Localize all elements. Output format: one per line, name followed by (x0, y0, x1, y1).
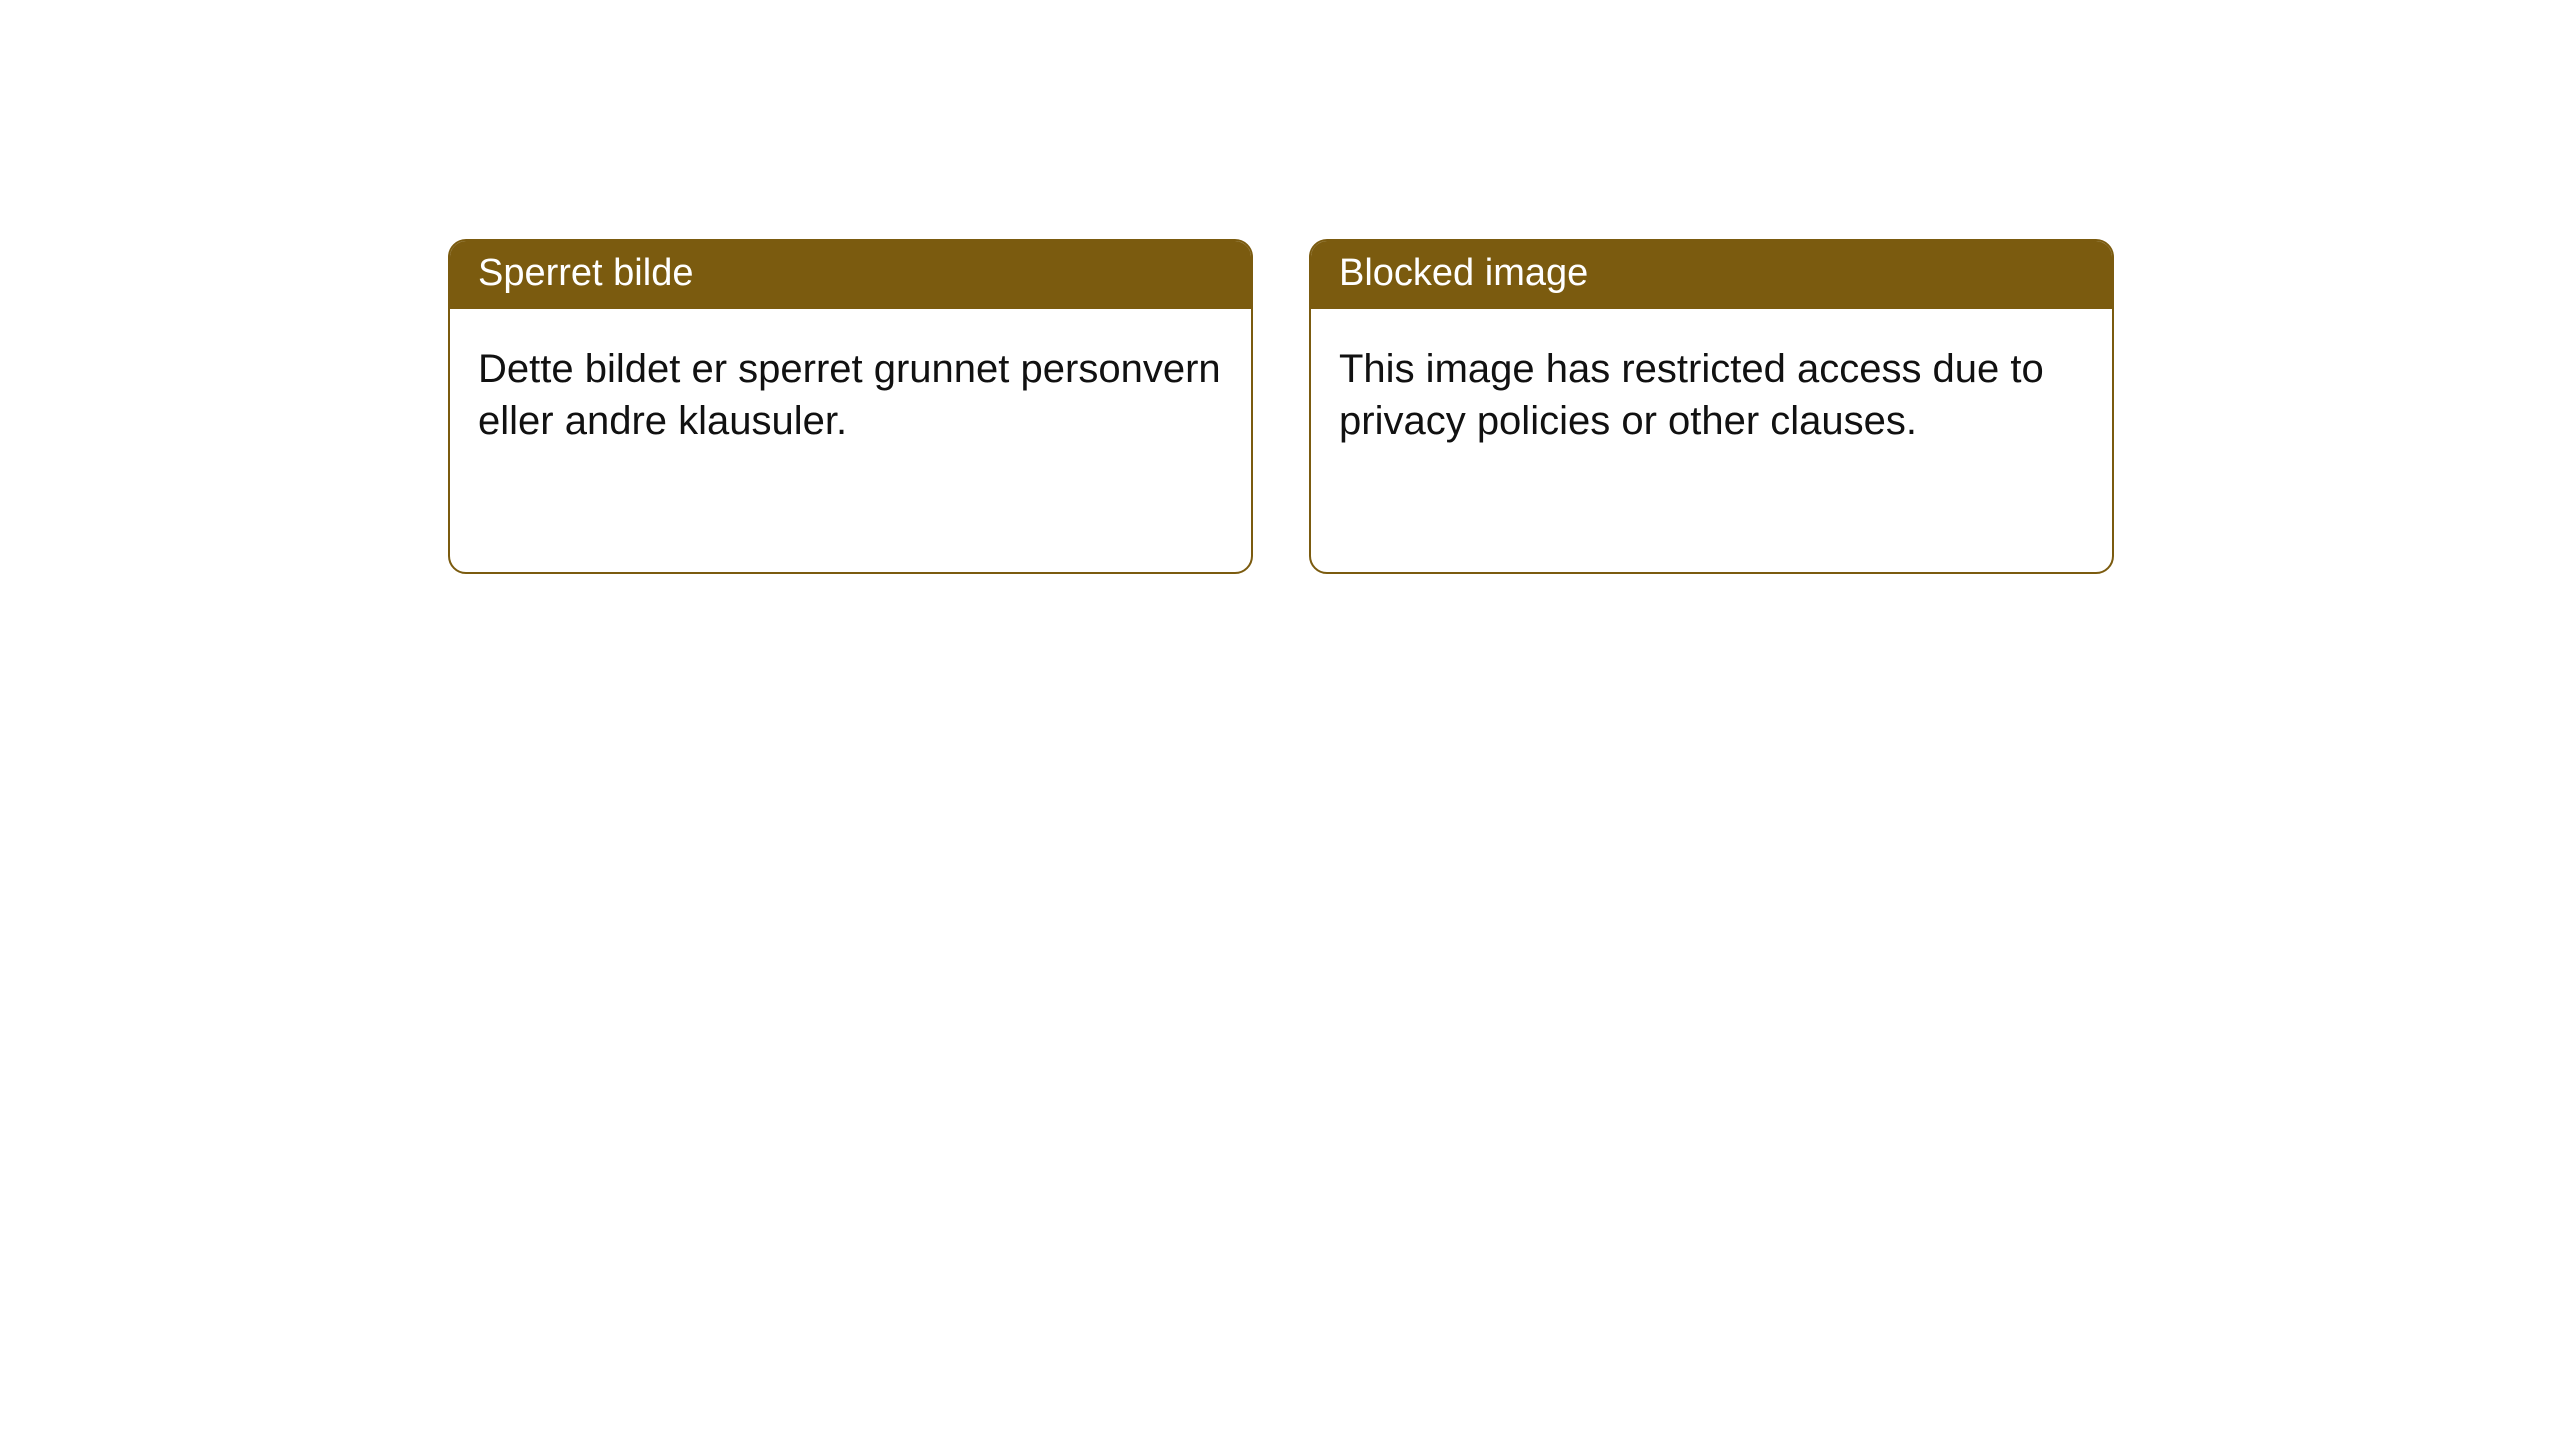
card-body: This image has restricted access due to … (1311, 309, 2112, 481)
card-title: Blocked image (1339, 252, 1588, 294)
card-header: Blocked image (1311, 241, 2112, 309)
notice-card-english: Blocked image This image has restricted … (1309, 239, 2114, 574)
card-message: Dette bildet er sperret grunnet personve… (478, 347, 1221, 443)
card-message: This image has restricted access due to … (1339, 347, 2044, 443)
notice-container: Sperret bilde Dette bildet er sperret gr… (0, 0, 2560, 574)
card-header: Sperret bilde (450, 241, 1251, 309)
card-title: Sperret bilde (478, 252, 693, 294)
notice-card-norwegian: Sperret bilde Dette bildet er sperret gr… (448, 239, 1253, 574)
card-body: Dette bildet er sperret grunnet personve… (450, 309, 1251, 481)
